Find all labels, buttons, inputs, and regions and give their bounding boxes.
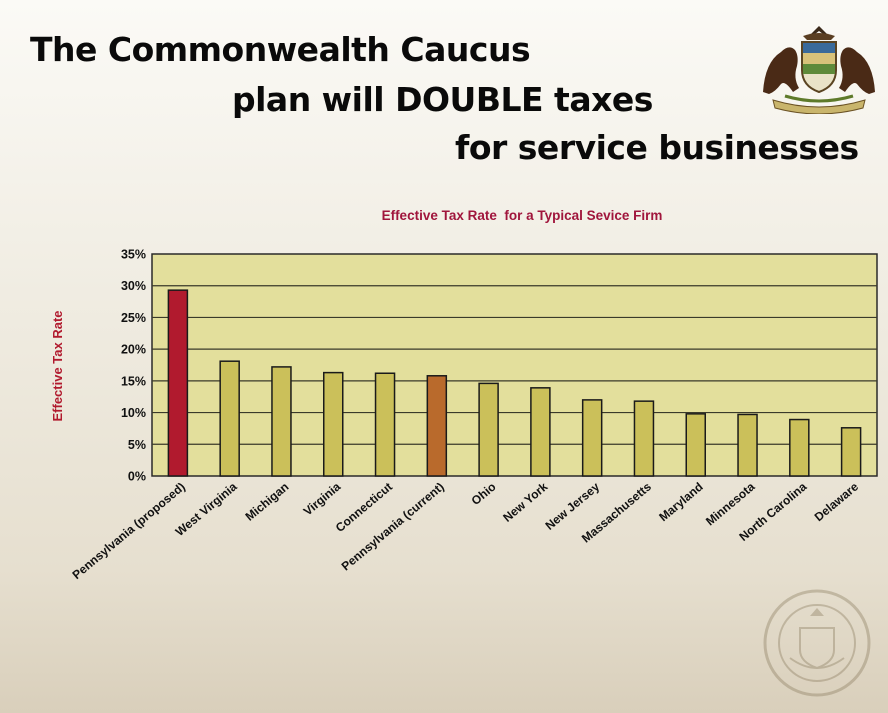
plot-area	[151, 253, 878, 477]
y-tick-label: 0%	[128, 470, 146, 484]
page-title-line-1: The Commonwealth Caucus	[30, 30, 531, 69]
y-tick-label: 15%	[121, 374, 146, 388]
bar-michigan	[271, 366, 292, 477]
chart-title: Effective Tax Rate for a Typical Sevice …	[382, 208, 663, 223]
bar-virginia	[323, 371, 344, 477]
x-tick-label: Virginia	[301, 479, 344, 518]
page-title-line-3: for service businesses	[455, 128, 859, 167]
y-tick-label: 10%	[121, 406, 146, 420]
x-tick-label: Pennsylvania (current)	[339, 480, 447, 574]
bar-connecticut	[374, 372, 396, 477]
bar-delaware	[840, 427, 862, 477]
bar-new-jersey	[581, 399, 603, 477]
house-of-representatives-seal-icon	[763, 589, 871, 697]
bar-maryland	[685, 413, 706, 477]
x-tick-label: Pennsylvania (proposed)	[70, 480, 188, 582]
bar-pennsylvania-proposed	[167, 289, 189, 477]
y-tick-label: 25%	[121, 311, 146, 325]
bar-west-virginia	[219, 360, 240, 477]
bar-minnesota	[737, 413, 758, 477]
bars	[167, 289, 862, 477]
y-axis-label: Effective Tax Rate	[50, 310, 65, 421]
pennsylvania-coat-of-arms-icon	[763, 26, 875, 114]
y-tick-label: 35%	[121, 248, 146, 262]
bar-massachusetts	[633, 400, 655, 477]
x-axis-labels: Pennsylvania (proposed)West Virginia Mich…	[70, 479, 862, 582]
bar-north-carolina	[789, 418, 810, 477]
bar-ohio	[478, 382, 499, 477]
x-tick-label: New York	[500, 479, 550, 524]
bar-new-york	[530, 387, 551, 477]
y-tick-label: 5%	[128, 438, 146, 452]
y-axis-ticks: 0% 5% 10% 15% 20% 25% 30% 35%	[121, 248, 146, 484]
y-tick-label: 20%	[121, 343, 146, 357]
x-tick-label: Maryland	[656, 480, 705, 525]
page-title-line-2: plan will DOUBLE taxes	[232, 80, 653, 119]
x-tick-label: Michigan	[243, 480, 292, 524]
y-tick-label: 30%	[121, 279, 146, 293]
x-tick-label: Delaware	[812, 479, 862, 524]
bar-pennsylvania-current	[426, 375, 448, 477]
x-tick-label: Ohio	[469, 480, 499, 508]
